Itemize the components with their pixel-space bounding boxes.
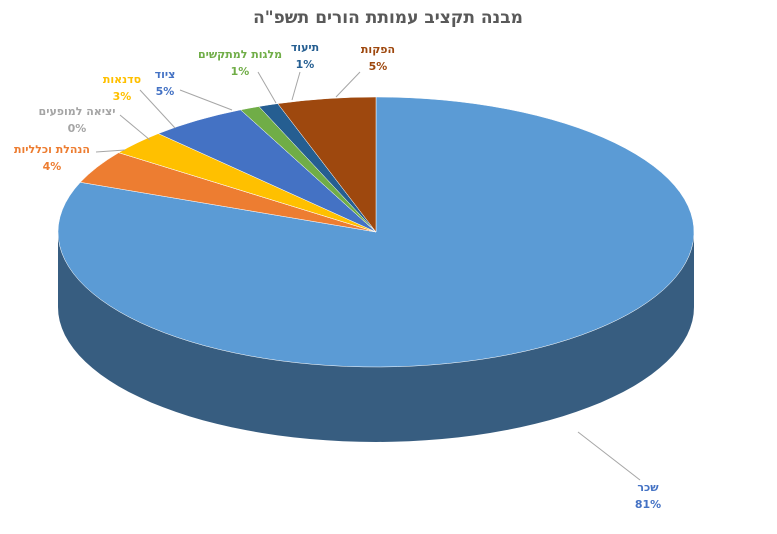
data-label-name: יציאה למופעים [39,105,116,118]
leader-line [139,89,176,129]
leader-line [257,71,277,104]
leader-line [335,71,361,98]
slice [277,96,377,233]
leader-line [291,71,301,101]
leader-line [119,114,151,141]
data-label-value: 4% [43,160,62,173]
data-label-value: 81% [635,498,661,511]
slice-side [58,232,694,442]
data-label-value: 0% [68,122,87,135]
data-label-value: 1% [296,58,315,71]
data-label-name: סדנאות [103,73,141,86]
data-label-value: 3% [113,90,132,103]
data-label-name: הנהלת וכלליות [14,143,90,156]
data-label-name: ציוד [155,68,176,81]
leader-line [95,149,126,153]
data-label-value: 5% [369,60,388,73]
data-label-name: שכר [637,481,659,494]
data-label-value: 1% [231,65,250,78]
leader-line [179,89,233,111]
chart-title: מבנה תקציב עמותת הורים תשפ"ה [253,8,523,28]
data-label-name: תיעוד [291,41,319,54]
slice [57,96,695,368]
data-label-name: מלגות למתקשים [198,48,282,61]
leader-line [577,431,641,481]
data-label-value: 5% [156,85,175,98]
data-label-name: הפקות [361,43,395,56]
